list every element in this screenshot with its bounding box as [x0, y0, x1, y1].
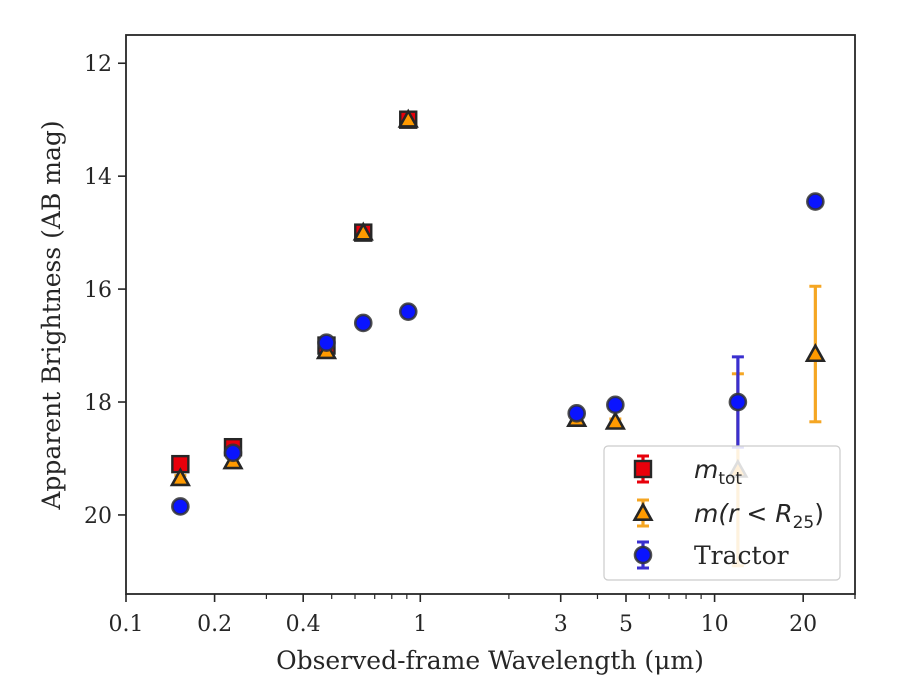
- legend-label: Tractor: [694, 541, 789, 570]
- legend-entry: m(r < R25): [632, 498, 824, 533]
- point-triangle: [169, 467, 191, 487]
- y-tick-label: 12: [84, 52, 112, 77]
- y-tick-label: 20: [84, 504, 112, 529]
- x-tick-label: 5: [619, 612, 633, 637]
- legend-label: mtot: [694, 455, 742, 489]
- point-circle: [317, 333, 336, 353]
- point-circle: [728, 392, 748, 412]
- data-markers: [169, 108, 826, 516]
- x-axis-label: Observed-frame Wavelength (μm): [276, 646, 704, 675]
- y-tick-label: 14: [84, 165, 112, 190]
- x-tick-label: 1: [413, 612, 427, 637]
- legend-box: [603, 445, 841, 581]
- point-triangle: [604, 410, 626, 430]
- legend-marker: [633, 545, 653, 565]
- point-circle: [606, 395, 625, 415]
- point-triangle: [397, 108, 419, 128]
- point-circle: [171, 497, 190, 516]
- point-circle: [353, 313, 373, 333]
- legend-entry: Tractor: [633, 540, 789, 570]
- point-triangle: [804, 342, 826, 363]
- legend-marker: [632, 501, 654, 522]
- legend-label: m(r < R25): [694, 499, 824, 533]
- plot-frame: [125, 34, 856, 595]
- y-tick-label: 16: [84, 278, 112, 303]
- point-circle: [567, 404, 587, 423]
- y-axis-ticks: 12 14 16 18 20: [84, 52, 126, 529]
- x-tick-label: 10: [701, 612, 729, 637]
- y-tick-label: 18: [84, 391, 112, 416]
- x-tick-label: 3: [554, 612, 568, 637]
- legend-entry: mtot: [633, 454, 742, 489]
- legend-marker: [633, 459, 653, 479]
- x-tick-label: 0.4: [286, 612, 321, 637]
- x-tick-label: 0.2: [197, 612, 232, 637]
- x-tick-label: 0.1: [109, 612, 144, 637]
- point-circle: [398, 302, 418, 321]
- point-triangle: [352, 221, 374, 241]
- x-axis-ticks: 0.1 0.2 0.4 1 3 5 10 20: [109, 594, 856, 637]
- legend: mtot m(r < R25) Tractor: [603, 445, 841, 581]
- point-circle: [223, 443, 243, 463]
- point-circle: [806, 192, 825, 211]
- y-axis-label: Apparent Brightness (AB mag): [37, 120, 66, 510]
- x-tick-label: 20: [789, 612, 817, 637]
